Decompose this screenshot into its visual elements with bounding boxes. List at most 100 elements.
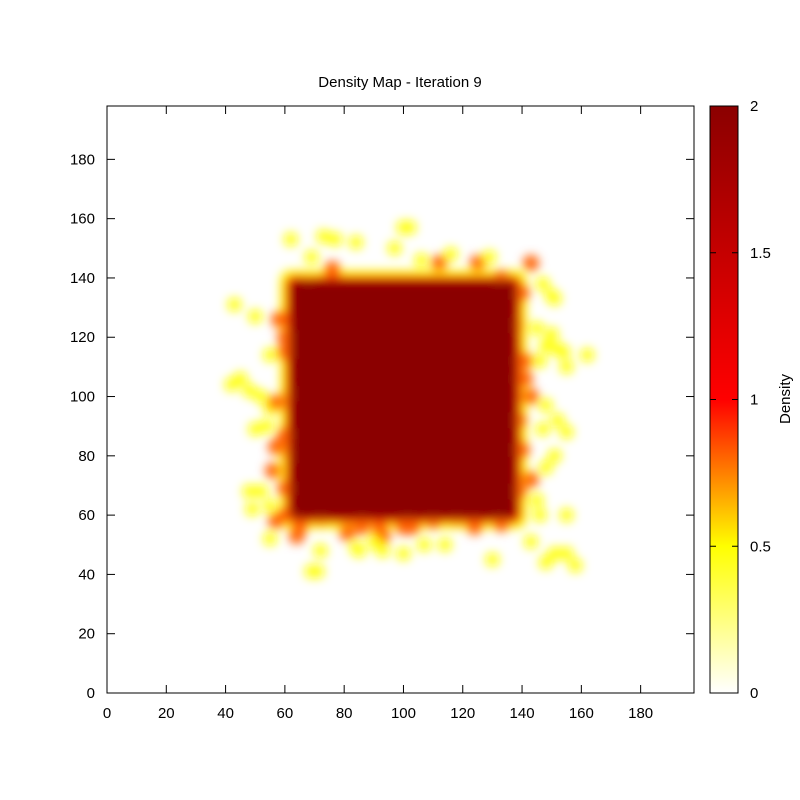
density-blob bbox=[523, 534, 538, 549]
density-blob bbox=[270, 311, 287, 328]
density-blob bbox=[559, 546, 574, 561]
density-blob bbox=[532, 353, 547, 368]
density-blob bbox=[514, 284, 531, 301]
y-tick-label: 160 bbox=[70, 211, 95, 228]
density-blob bbox=[276, 329, 293, 346]
colorbar-tick-label: 0.5 bbox=[750, 538, 771, 555]
density-blob bbox=[538, 398, 553, 413]
density-blob bbox=[304, 250, 319, 265]
density-blob bbox=[324, 261, 341, 278]
colorbar-tick-label: 1.5 bbox=[750, 245, 771, 262]
density-blob bbox=[550, 413, 565, 428]
density-blob bbox=[517, 352, 534, 369]
density-blob bbox=[443, 247, 458, 262]
density-blob bbox=[267, 394, 284, 411]
density-blob bbox=[349, 540, 364, 555]
density-blob bbox=[522, 388, 539, 405]
density-blob bbox=[414, 253, 429, 268]
y-axis: 0 20 40 60 80 100 120 140 160 180 bbox=[70, 151, 694, 702]
x-tick-label: 140 bbox=[510, 705, 535, 722]
density-blob bbox=[316, 229, 331, 244]
density-blob bbox=[366, 534, 381, 549]
density-blob bbox=[254, 389, 269, 404]
density-blob bbox=[276, 507, 293, 524]
x-tick-label: 120 bbox=[450, 705, 475, 722]
chart-title: Density Map - Iteration 9 bbox=[318, 74, 481, 91]
density-blob bbox=[310, 564, 325, 579]
density-blob bbox=[529, 321, 544, 336]
density-blob bbox=[260, 419, 275, 434]
density-blob bbox=[538, 339, 553, 354]
density-blob bbox=[353, 518, 370, 535]
y-tick-label: 80 bbox=[78, 448, 95, 465]
colorbar-tick-label: 0 bbox=[750, 685, 758, 702]
density-blob bbox=[254, 484, 269, 499]
density-blob bbox=[283, 232, 298, 247]
density-blob bbox=[375, 543, 390, 558]
density-blob bbox=[349, 235, 364, 250]
density-blob bbox=[402, 220, 417, 235]
density-blob bbox=[485, 552, 500, 567]
x-tick-label: 180 bbox=[628, 705, 653, 722]
density-blob bbox=[522, 255, 539, 272]
x-axis: 0 20 40 60 80 100 120 140 160 180 bbox=[103, 106, 653, 722]
density-blob bbox=[396, 546, 411, 561]
y-tick-label: 40 bbox=[78, 566, 95, 583]
y-tick-label: 100 bbox=[70, 389, 95, 406]
density-blob bbox=[417, 537, 432, 552]
heatmap-layer bbox=[224, 220, 595, 579]
density-blob bbox=[535, 422, 550, 437]
colorbar-label: Density bbox=[777, 373, 794, 424]
density-blob bbox=[265, 462, 282, 479]
density-blob bbox=[267, 438, 284, 455]
density-blob bbox=[547, 291, 562, 306]
density-blob bbox=[313, 543, 328, 558]
density-blob bbox=[288, 527, 305, 544]
density-blob bbox=[263, 531, 278, 546]
density-blob bbox=[568, 558, 583, 573]
colorbar-tick-label: 2 bbox=[750, 98, 758, 115]
x-tick-label: 60 bbox=[277, 705, 294, 722]
density-blob bbox=[514, 441, 531, 458]
density-blob bbox=[387, 241, 402, 256]
density-blob bbox=[245, 502, 260, 517]
y-tick-label: 120 bbox=[70, 329, 95, 346]
y-tick-label: 180 bbox=[70, 151, 95, 168]
density-blob bbox=[547, 448, 562, 463]
density-blob bbox=[544, 327, 559, 342]
density-blob bbox=[263, 499, 278, 514]
density-blob bbox=[556, 345, 571, 360]
x-tick-label: 20 bbox=[158, 705, 175, 722]
density-blob bbox=[493, 516, 510, 533]
density-blob bbox=[538, 555, 553, 570]
density-blob bbox=[517, 370, 534, 387]
density-blob bbox=[242, 383, 257, 398]
dense-region-core bbox=[289, 279, 518, 520]
density-blob bbox=[227, 297, 242, 312]
density-blob bbox=[276, 344, 293, 361]
density-blob bbox=[559, 359, 574, 374]
density-blob bbox=[535, 276, 550, 291]
density-blob bbox=[547, 546, 562, 561]
density-blob bbox=[248, 309, 263, 324]
x-tick-label: 160 bbox=[569, 705, 594, 722]
density-blob bbox=[431, 255, 448, 272]
density-blob bbox=[538, 460, 553, 475]
y-tick-label: 20 bbox=[78, 626, 95, 643]
density-blob bbox=[233, 371, 248, 386]
density-blob bbox=[437, 537, 452, 552]
plot-frame bbox=[106, 105, 695, 694]
density-blob bbox=[276, 480, 293, 497]
density-blob bbox=[529, 493, 544, 508]
density-blob bbox=[469, 255, 486, 272]
density-blob bbox=[466, 518, 483, 535]
x-tick-label: 40 bbox=[217, 705, 234, 722]
density-blob bbox=[482, 250, 497, 265]
x-tick-label: 80 bbox=[336, 705, 353, 722]
density-blob bbox=[559, 425, 574, 440]
density-blob bbox=[328, 232, 343, 247]
density-blob bbox=[248, 422, 263, 437]
density-blob bbox=[263, 348, 278, 363]
density-blob bbox=[339, 524, 356, 541]
